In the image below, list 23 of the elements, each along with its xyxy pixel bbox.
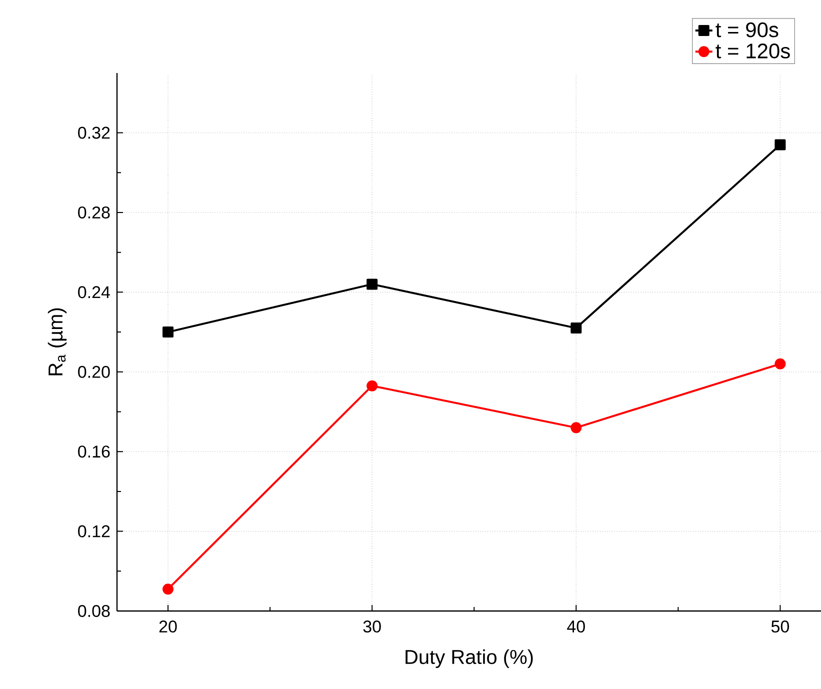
point [570,322,582,334]
point [774,139,786,150]
y-tick-label: 0.24 [78,286,110,298]
point [366,380,378,392]
point [162,326,174,338]
x-axis-title: Duty Ratio (%) [406,649,533,668]
legend-label: t = 120s [716,44,790,58]
y-tick-label: 0.20 [78,366,110,378]
legend-label: t = 90s [716,22,778,38]
y-tick-label: 0.16 [78,446,110,458]
point [774,358,786,370]
y-tick-label: 0.28 [78,206,110,218]
y-tick-label: 0.32 [78,126,110,139]
x-tick-label: 20 [159,620,177,633]
point [570,422,582,434]
x-tick-label: 40 [567,620,585,633]
y-tick-label: 0.08 [78,604,110,618]
x-tick-label: 50 [771,620,789,633]
point [366,278,378,290]
x-tick-label: 30 [363,620,381,633]
y-axis-title: R$_{a}$ (µm) [48,308,67,376]
y-tick-label: 0.12 [78,525,110,538]
point [162,584,174,595]
